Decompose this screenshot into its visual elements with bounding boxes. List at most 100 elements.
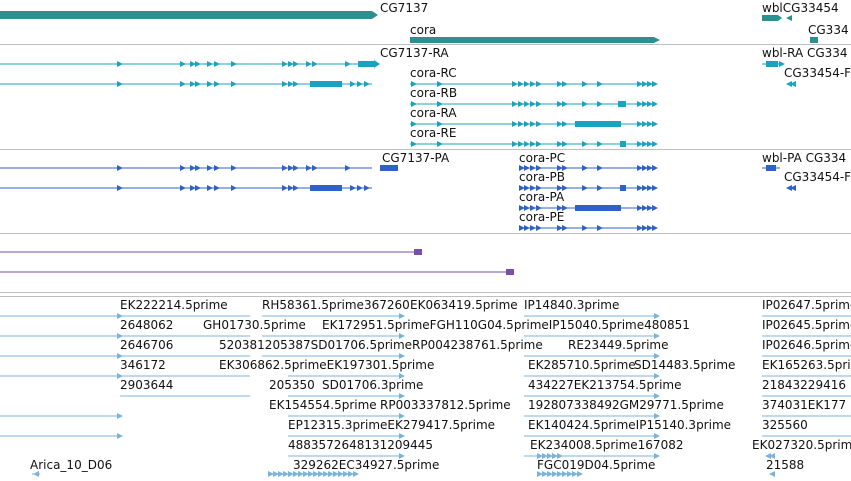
protein-exon-arrow[interactable] (647, 205, 653, 211)
transcript-exon-arrow[interactable] (524, 141, 530, 147)
protein-exon-arrow[interactable] (562, 225, 568, 231)
transcript-exon-arrow[interactable] (536, 81, 542, 87)
protein-exon-arrow[interactable] (637, 165, 643, 171)
protein-exon-arrow[interactable] (288, 185, 294, 191)
transcript-label-cg33454-r[interactable]: CG33454-F (784, 66, 851, 80)
protein-exon-block[interactable] (575, 205, 621, 211)
transcript-exon-arrow[interactable] (530, 81, 536, 87)
transcript-exon-arrow[interactable] (518, 121, 524, 127)
est-arrow[interactable] (399, 333, 405, 339)
transcript-exon-block[interactable] (618, 101, 626, 107)
protein-exon-arrow[interactable] (190, 185, 196, 191)
transcript-exon-arrow[interactable] (293, 81, 299, 87)
protein-exon-block[interactable] (310, 185, 342, 191)
est-arrow[interactable] (117, 413, 123, 419)
transcript-label-cg7137-ra[interactable]: CG7137-RA (380, 46, 449, 60)
est-arrow[interactable] (765, 453, 771, 459)
protein-exon-arrow[interactable] (562, 185, 568, 191)
protein-exon-arrow[interactable] (790, 185, 796, 191)
transcript-exon-arrow[interactable] (350, 81, 356, 87)
est-arrow[interactable] (572, 471, 578, 477)
gene-bar-cora[interactable] (410, 37, 660, 43)
transcript-exon-arrow[interactable] (512, 141, 518, 147)
protein-exon-arrow[interactable] (519, 165, 525, 171)
transcript-exon-arrow[interactable] (557, 81, 563, 87)
transcript-exon-arrow[interactable] (345, 61, 351, 67)
protein-exon-arrow[interactable] (117, 165, 123, 171)
est-arrow[interactable] (399, 313, 405, 319)
transcript-exon-arrow[interactable] (637, 81, 643, 87)
transcript-exon-arrow[interactable] (117, 61, 123, 67)
transcript-exon-arrow[interactable] (786, 81, 792, 87)
est-label[interactable]: EK154554.5prime (269, 398, 377, 412)
transcript-exon-arrow[interactable] (411, 101, 417, 107)
transcript-label-cora-rc[interactable]: cora-RC (410, 66, 457, 80)
transcript-exon-arrow[interactable] (364, 81, 370, 87)
transcript-exon-arrow[interactable] (642, 101, 648, 107)
transcript-exon-arrow[interactable] (536, 141, 542, 147)
transcript-exon-arrow[interactable] (642, 121, 648, 127)
transcript-exon-arrow[interactable] (512, 121, 518, 127)
est-label[interactable]: 2903644 (120, 378, 174, 392)
protein-exon-arrow[interactable] (282, 165, 288, 171)
purple-feature-end[interactable] (414, 249, 422, 255)
transcript-exon-arrow[interactable] (180, 81, 186, 87)
est-label[interactable]: EK306862.5primeEK197301.5prime (219, 358, 435, 372)
transcript-exon-arrow[interactable] (647, 101, 653, 107)
est-label[interactable]: IP02646.5prime (762, 338, 851, 352)
protein-exon-arrow[interactable] (207, 165, 213, 171)
est-arrow[interactable] (537, 453, 543, 459)
transcript-exon-arrow[interactable] (180, 61, 186, 67)
protein-exon-arrow[interactable] (536, 165, 542, 171)
protein-block-cg7137-pa[interactable] (380, 165, 398, 171)
est-label[interactable]: IP02645.5prime (762, 318, 851, 332)
est-arrow[interactable] (654, 353, 660, 359)
protein-label-cora-pe[interactable]: cora-PE (519, 210, 565, 224)
est-arrow[interactable] (654, 413, 660, 419)
transcript-exon-arrow[interactable] (512, 101, 518, 107)
transcript-exon-arrow[interactable] (652, 101, 658, 107)
est-label[interactable]: RE23449.5prime (568, 338, 669, 352)
transcript-exon-arrow[interactable] (647, 141, 653, 147)
transcript-exon-arrow[interactable] (647, 81, 653, 87)
protein-exon-arrow[interactable] (642, 185, 648, 191)
est-label[interactable]: EK172951.5primeFGH110G04.5primeIP15040.5… (322, 318, 690, 332)
transcript-exon-arrow[interactable] (411, 141, 417, 147)
protein-exon-arrow[interactable] (519, 185, 525, 191)
est-arrow[interactable] (654, 433, 660, 439)
est-arrow[interactable] (268, 471, 274, 477)
protein-label-cora-pb[interactable]: cora-PB (519, 170, 566, 184)
transcript-exon-arrow[interactable] (642, 81, 648, 87)
est-arrow[interactable] (552, 471, 558, 477)
protein-exon-arrow[interactable] (293, 165, 299, 171)
transcript-exon-arrow[interactable] (231, 81, 237, 87)
est-label[interactable]: SD14483.5prime (634, 358, 736, 372)
est-arrow[interactable] (328, 471, 334, 477)
est-arrow[interactable] (283, 471, 289, 477)
est-label[interactable]: FGC019D04.5prime (537, 458, 656, 472)
est-arrow[interactable] (552, 453, 558, 459)
protein-exon-arrow[interactable] (536, 185, 542, 191)
protein-exon-arrow[interactable] (214, 185, 220, 191)
est-arrow[interactable] (654, 393, 660, 399)
est-arrow[interactable] (313, 471, 319, 477)
transcript-exon-arrow[interactable] (282, 81, 288, 87)
protein-label-cg33454-p[interactable]: CG33454-F (784, 170, 851, 184)
protein-exon-arrow[interactable] (312, 165, 318, 171)
est-arrow[interactable] (769, 471, 775, 477)
transcript-exon-arrow[interactable] (597, 81, 603, 87)
est-label[interactable]: 21588 (766, 458, 805, 472)
gene-arrow-cg33454[interactable] (786, 15, 792, 21)
transcript-exon-block[interactable] (620, 141, 626, 147)
transcript-exon-arrow[interactable] (207, 61, 213, 67)
protein-exon-arrow[interactable] (524, 205, 530, 211)
transcript-exon-arrow[interactable] (652, 81, 658, 87)
protein-exon-arrow[interactable] (117, 185, 123, 191)
protein-exon-arrow[interactable] (562, 165, 568, 171)
est-label[interactable]: 2648062 (120, 318, 174, 332)
protein-exon-arrow[interactable] (214, 165, 220, 171)
est-label[interactable]: EK222214.5prime (120, 298, 228, 312)
transcript-exon-arrow[interactable] (411, 81, 417, 87)
transcript-exon-arrow[interactable] (195, 61, 201, 67)
